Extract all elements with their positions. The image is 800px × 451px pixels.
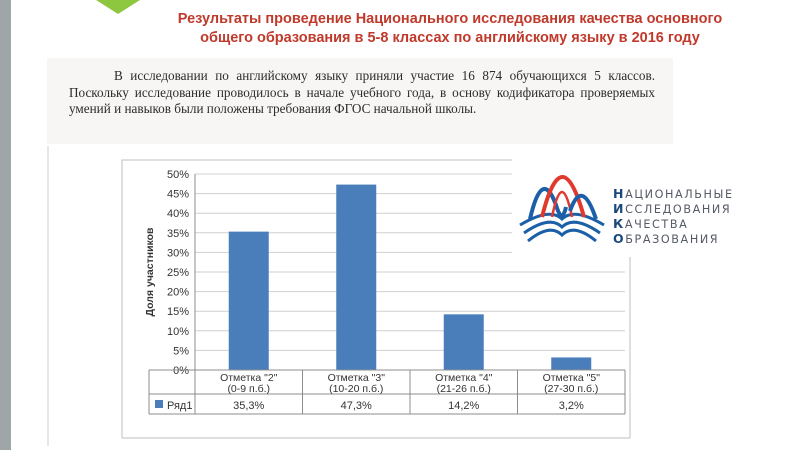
data-label: 14,2%	[448, 400, 479, 412]
nikо-logo: НАЦИОНАЛЬНЫЕ ИССЛЕДОВАНИЯ КАЧЕСТВА ОБРАЗ…	[512, 147, 772, 257]
slide-title-line-1: Результаты проведение Национального иссл…	[177, 11, 723, 27]
y-tick-label: 20%	[167, 287, 189, 299]
bar-chart: 0% 5% 10% 15% 20% 25% 30% 35% 40% 45% 50% Доля учас…	[121, 159, 631, 439]
bar	[551, 357, 592, 370]
y-tick-label: 10%	[167, 326, 189, 338]
y-tick-label: 15%	[167, 306, 189, 318]
logo-wordmark: НАЦИОНАЛЬНЫЕ ИССЛЕДОВАНИЯ КАЧЕСТВА ОБРАЗ…	[613, 187, 734, 247]
category-sublabel: (21-26 п.б.)	[437, 383, 491, 395]
category-label: Отметка "2"	[220, 372, 278, 384]
category-label: Отметка "4"	[435, 372, 493, 384]
legend-series-name: Ряд1	[167, 400, 192, 412]
logo-line-3: КАЧЕСТВА	[613, 216, 689, 232]
slide-left-band	[0, 0, 11, 450]
category-label: Отметка "5"	[543, 372, 601, 384]
data-label: 35,3%	[233, 400, 264, 412]
category-label: Отметка "3"	[328, 372, 386, 384]
y-tick-label: 30%	[167, 247, 189, 259]
logo-line-2: ИССЛЕДОВАНИЯ	[613, 201, 732, 217]
scanned-text-excerpt: В исследовании по английскому языку прин…	[47, 58, 673, 144]
y-tick-label: 0%	[173, 365, 189, 377]
category-sublabel: (10-20 п.б.)	[329, 383, 383, 395]
logo-emblem-icon	[519, 175, 605, 243]
y-axis-label: Доля участников	[144, 227, 156, 317]
y-tick-label: 35%	[167, 228, 189, 240]
y-tick-label: 5%	[173, 345, 189, 357]
y-tick-label: 45%	[167, 189, 189, 201]
slide-title: Результаты проведение Национального иссл…	[130, 10, 770, 48]
scanned-paragraph: В исследовании по английскому языку прин…	[69, 68, 655, 116]
slide-title-line-2: общего образования в 5-8 классах по англ…	[200, 30, 700, 46]
legend-swatch	[155, 400, 163, 408]
bar	[443, 314, 484, 370]
logo-line-1: НАЦИОНАЛЬНЫЕ	[613, 186, 734, 202]
bar	[336, 184, 377, 370]
y-tick-label: 50%	[167, 169, 189, 181]
data-label: 47,3%	[341, 400, 372, 412]
data-label: 3,2%	[559, 400, 584, 412]
bar	[228, 231, 269, 370]
slide-corner-accent	[96, 0, 140, 14]
chart-frame	[121, 159, 631, 439]
y-tick-label: 25%	[167, 267, 189, 279]
y-tick-label: 40%	[167, 208, 189, 220]
category-sublabel: (0-9 п.б.)	[227, 383, 270, 395]
category-sublabel: (27-30 п.б.)	[544, 383, 598, 395]
logo-line-4: ОБРАЗОВАНИЯ	[613, 231, 720, 247]
